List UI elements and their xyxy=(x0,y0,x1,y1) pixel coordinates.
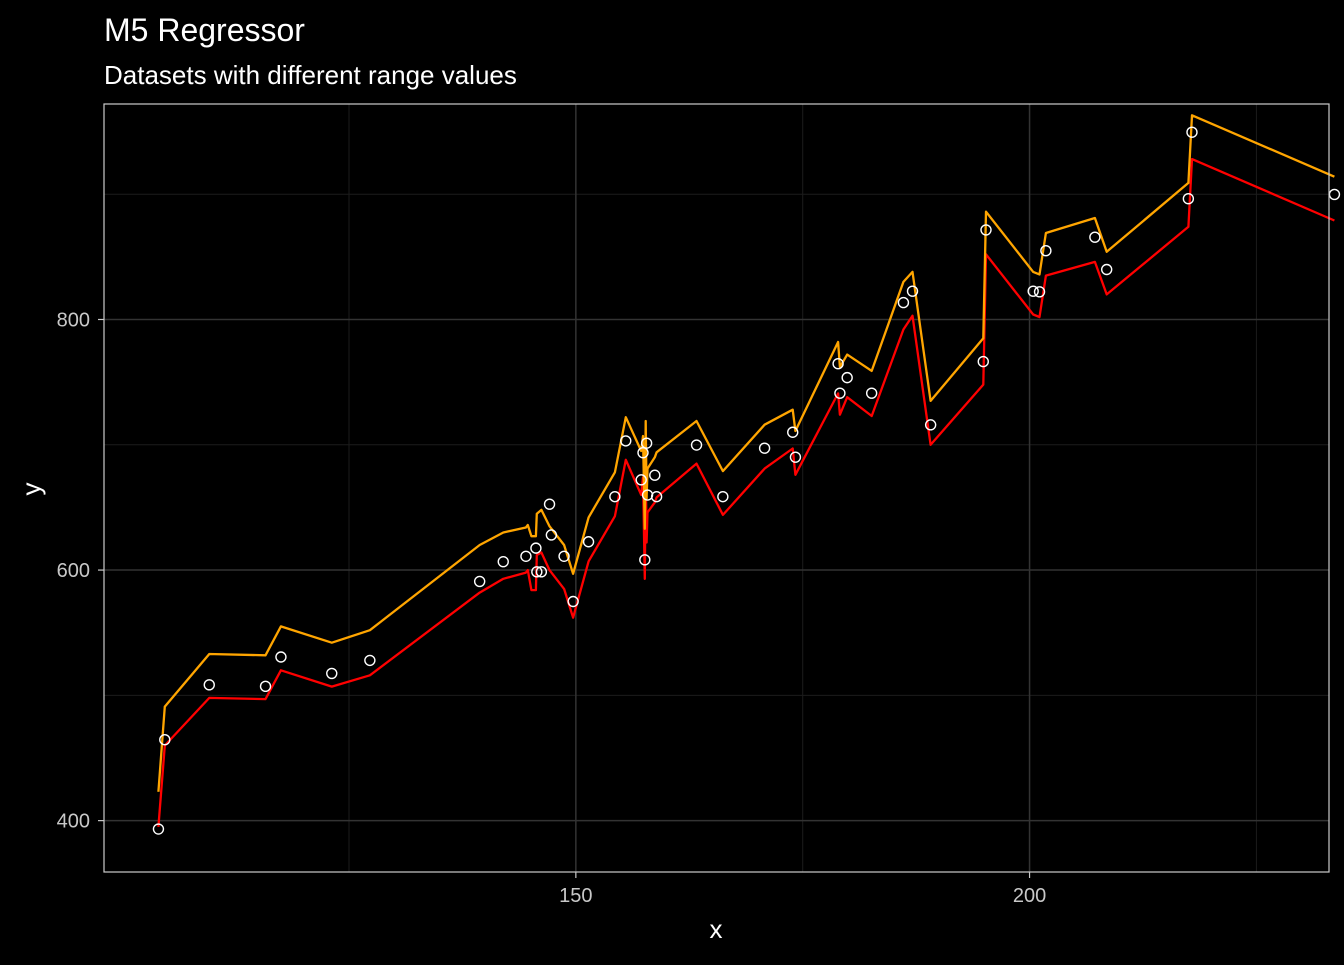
data-point xyxy=(841,371,853,384)
data-point xyxy=(1100,263,1113,276)
x-axis-ticks: 150 200 xyxy=(559,872,1046,907)
data-point xyxy=(567,595,579,608)
x-tick-label: 150 xyxy=(559,885,592,907)
series-line-2 xyxy=(157,114,1335,792)
data-point xyxy=(609,490,621,503)
data-point xyxy=(159,733,171,746)
data-point xyxy=(473,575,486,588)
data-point xyxy=(690,439,703,451)
data-point xyxy=(787,426,799,438)
data-point xyxy=(649,469,661,481)
data-point xyxy=(497,555,509,568)
data-point xyxy=(640,437,653,449)
x-axis-label: x xyxy=(710,914,723,944)
major-gridlines xyxy=(104,104,1329,872)
y-tick-label: 400 xyxy=(57,811,90,833)
data-point xyxy=(203,679,215,691)
data-points xyxy=(152,126,1341,835)
data-point xyxy=(832,358,844,370)
data-point xyxy=(906,285,919,297)
minor-gridlines xyxy=(104,104,1329,872)
data-point xyxy=(582,536,595,548)
data-point xyxy=(637,446,649,459)
y-axis-ticks: 400 600 800 xyxy=(57,309,104,833)
data-point xyxy=(530,542,542,554)
data-point xyxy=(620,435,632,447)
data-point xyxy=(639,554,651,566)
data-point xyxy=(545,529,558,541)
data-point xyxy=(152,823,165,835)
data-point xyxy=(520,550,532,562)
y-tick-label: 600 xyxy=(57,560,90,582)
y-tick-label: 800 xyxy=(57,309,90,331)
data-point xyxy=(635,474,647,486)
data-point xyxy=(1186,126,1198,138)
y-axis-label: y xyxy=(16,483,46,496)
data-point xyxy=(1089,231,1101,243)
data-point xyxy=(543,498,556,510)
data-point xyxy=(717,490,729,503)
data-point xyxy=(275,651,287,663)
data-point xyxy=(1033,286,1046,298)
data-point xyxy=(924,419,937,431)
data-point xyxy=(1027,285,1039,297)
chart-subtitle: Datasets with different range values xyxy=(104,60,517,90)
x-tick-label: 200 xyxy=(1013,885,1046,907)
data-point xyxy=(758,442,771,454)
data-point xyxy=(1040,245,1052,257)
data-point xyxy=(834,387,846,399)
series-lines xyxy=(157,114,1335,827)
data-point xyxy=(1182,193,1195,205)
data-point xyxy=(558,550,570,562)
data-point xyxy=(531,566,543,578)
data-point xyxy=(789,451,802,463)
data-point xyxy=(980,224,992,236)
data-point xyxy=(897,296,910,309)
data-point xyxy=(259,680,272,693)
chart-title: M5 Regressor xyxy=(104,12,305,48)
data-point xyxy=(535,566,548,578)
data-point xyxy=(650,490,663,503)
data-point xyxy=(326,667,338,680)
panel-border xyxy=(103,103,1330,873)
data-point xyxy=(364,654,376,667)
data-point xyxy=(865,387,878,399)
data-point xyxy=(977,355,989,368)
